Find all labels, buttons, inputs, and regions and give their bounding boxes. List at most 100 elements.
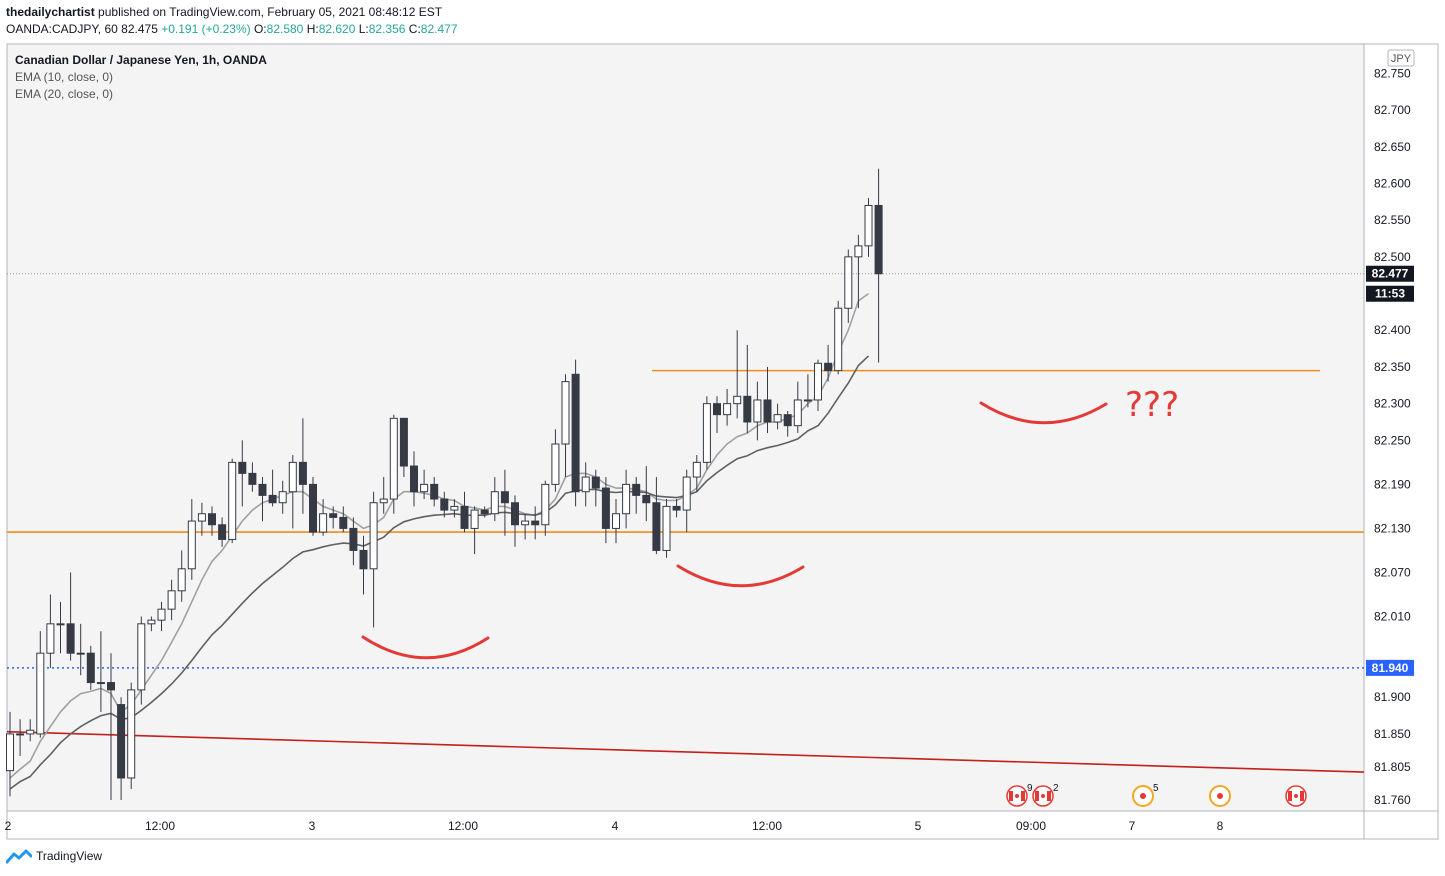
candle-body[interactable] <box>874 204 883 275</box>
candle-body[interactable] <box>803 399 812 402</box>
ema20-line[interactable] <box>9 355 870 790</box>
candle-body[interactable] <box>157 608 166 621</box>
candle-body[interactable] <box>258 483 267 496</box>
candle-body[interactable] <box>581 476 590 493</box>
candle-body[interactable] <box>76 652 85 655</box>
candle-body[interactable] <box>379 498 388 504</box>
event-marker[interactable]: 2 <box>1032 783 1059 807</box>
candle-body[interactable] <box>632 483 641 496</box>
time-axis[interactable] <box>6 810 1365 840</box>
candle-body[interactable] <box>329 513 338 518</box>
candle-body[interactable] <box>410 465 418 493</box>
candle-body[interactable] <box>551 443 560 485</box>
trendline[interactable] <box>6 730 1365 773</box>
event-marker[interactable]: 5 <box>1132 783 1159 807</box>
candle-body[interactable] <box>187 520 196 570</box>
candle-body[interactable] <box>723 403 732 416</box>
candle-body[interactable] <box>399 417 408 467</box>
candle-body[interactable] <box>511 502 519 526</box>
candle-body[interactable] <box>238 461 247 474</box>
candle-body[interactable] <box>147 619 156 625</box>
rounding-bottom-arc[interactable] <box>676 564 805 588</box>
candle-body[interactable] <box>612 513 620 529</box>
candle-body[interactable] <box>652 502 661 551</box>
candle-body[interactable] <box>56 623 65 626</box>
candle-body[interactable] <box>450 505 459 511</box>
candle-body[interactable] <box>682 476 691 511</box>
candle-body[interactable] <box>763 399 772 423</box>
candle-body[interactable] <box>349 527 358 551</box>
candle-body[interactable] <box>298 461 307 485</box>
plot-area[interactable] <box>6 43 1365 812</box>
candle-body[interactable] <box>692 461 701 478</box>
price-axis[interactable] <box>1363 43 1439 812</box>
candle-body[interactable] <box>197 513 206 522</box>
candle-body[interactable] <box>642 494 651 504</box>
candle-body[interactable] <box>248 472 257 485</box>
candle-body[interactable] <box>228 461 237 540</box>
candle-body[interactable] <box>541 483 550 526</box>
candle-body[interactable] <box>702 403 711 463</box>
event-marker[interactable] <box>1285 785 1307 807</box>
candle-body[interactable] <box>96 682 105 685</box>
candle-body[interactable] <box>480 509 489 515</box>
candle-body[interactable] <box>440 498 449 511</box>
candle-body[interactable] <box>753 399 762 423</box>
candle-body[interactable] <box>107 682 115 691</box>
candle-body[interactable] <box>319 513 328 533</box>
projected-arc[interactable] <box>979 401 1108 425</box>
rounding-bottom-arc[interactable] <box>361 635 490 660</box>
candle-body[interactable] <box>672 505 681 511</box>
candle-body[interactable] <box>137 623 146 691</box>
candle-body[interactable] <box>844 256 853 309</box>
event-marker[interactable] <box>1209 785 1231 807</box>
candle-body[interactable] <box>814 362 822 401</box>
candle-body[interactable] <box>218 524 227 540</box>
candle-body[interactable] <box>743 395 752 423</box>
candle-body[interactable] <box>531 520 540 526</box>
currency-badge[interactable] <box>1387 49 1415 67</box>
candle-body[interactable] <box>16 733 25 736</box>
candle-body[interactable] <box>601 487 610 529</box>
legend-title[interactable]: Canadian Dollar / Japanese Yen, 1h, OAND… <box>15 53 267 67</box>
candle-body[interactable] <box>662 505 671 551</box>
candle-body[interactable] <box>561 381 570 445</box>
candle-body[interactable] <box>490 491 499 515</box>
candle-body[interactable] <box>278 491 287 504</box>
candle-body[interactable] <box>86 652 95 684</box>
candle-body[interactable] <box>834 307 843 372</box>
candle-body[interactable] <box>117 704 126 779</box>
candle-body[interactable] <box>369 502 378 570</box>
candle-body[interactable] <box>6 733 14 772</box>
candle-body[interactable] <box>288 461 297 493</box>
candle-body[interactable] <box>793 399 802 427</box>
candle-body[interactable] <box>177 568 186 592</box>
legend-ema10[interactable]: EMA (10, close, 0) <box>15 70 114 84</box>
candle-body[interactable] <box>824 362 833 372</box>
candle-body[interactable] <box>733 395 742 405</box>
candle-body[interactable] <box>430 483 439 500</box>
publisher-name[interactable]: thedailychartist <box>6 5 95 19</box>
candle-body[interactable] <box>500 491 509 504</box>
candle-body[interactable] <box>521 520 530 526</box>
legend-ema20[interactable]: EMA (20, close, 0) <box>15 87 114 101</box>
candle-body[interactable] <box>127 689 136 779</box>
candle-body[interactable] <box>167 590 176 610</box>
candle-body[interactable] <box>864 204 873 247</box>
candle-body[interactable] <box>46 623 55 654</box>
candle-body[interactable] <box>622 483 631 515</box>
candle-body[interactable] <box>713 403 721 416</box>
candle-body[interactable] <box>591 476 600 489</box>
candle-body[interactable] <box>359 549 368 570</box>
candle-body[interactable] <box>208 513 216 526</box>
candle-body[interactable] <box>36 652 45 735</box>
candle-body[interactable] <box>309 483 317 533</box>
candle-body[interactable] <box>268 494 277 504</box>
candle-body[interactable] <box>470 509 479 529</box>
candle-body[interactable] <box>420 483 429 493</box>
candle-body[interactable] <box>571 373 580 493</box>
candle-body[interactable] <box>339 516 348 529</box>
candle-body[interactable] <box>783 414 792 427</box>
tradingview-brand[interactable]: TradingView <box>36 849 103 863</box>
